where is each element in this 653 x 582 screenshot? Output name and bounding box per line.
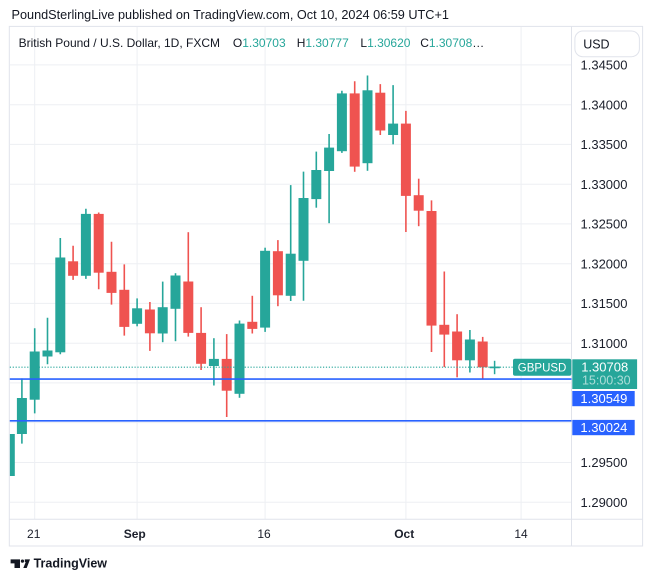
svg-text:PoundSterlingLive published on: PoundSterlingLive published on TradingVi… <box>12 8 449 22</box>
svg-text:1.33500: 1.33500 <box>581 137 628 152</box>
svg-text:L1.30620: L1.30620 <box>360 36 410 50</box>
svg-text:1.32000: 1.32000 <box>581 256 628 271</box>
svg-text:GBPUSD: GBPUSD <box>518 362 567 374</box>
svg-text:1.32500: 1.32500 <box>581 217 628 232</box>
svg-text:H1.30777: H1.30777 <box>297 36 349 50</box>
svg-text:USD: USD <box>583 37 609 51</box>
svg-text:1.31500: 1.31500 <box>581 296 628 311</box>
svg-text:British Pound / U.S. Dollar, 1: British Pound / U.S. Dollar, 1D, FXCM <box>19 36 220 50</box>
svg-text:1.29000: 1.29000 <box>581 495 628 510</box>
svg-text:15:00:30: 15:00:30 <box>582 374 631 388</box>
svg-text:TradingView: TradingView <box>34 557 108 571</box>
svg-text:14: 14 <box>514 527 528 541</box>
svg-text:1.29500: 1.29500 <box>581 455 628 470</box>
svg-text:O1.30703: O1.30703 <box>233 36 286 50</box>
svg-text:1.30708: 1.30708 <box>581 360 628 375</box>
svg-text:1.30549: 1.30549 <box>580 391 627 406</box>
svg-text:1.30024: 1.30024 <box>580 420 627 435</box>
svg-text:1.31000: 1.31000 <box>581 336 628 351</box>
svg-text:Sep: Sep <box>124 527 146 541</box>
svg-text:1.34500: 1.34500 <box>581 58 628 73</box>
svg-text:16: 16 <box>257 527 271 541</box>
svg-text:1.33000: 1.33000 <box>581 177 628 192</box>
svg-text:21: 21 <box>27 527 41 541</box>
svg-text:1.34000: 1.34000 <box>581 97 628 112</box>
svg-text:Oct: Oct <box>394 527 414 541</box>
svg-text:C1.30708…: C1.30708… <box>420 36 484 50</box>
